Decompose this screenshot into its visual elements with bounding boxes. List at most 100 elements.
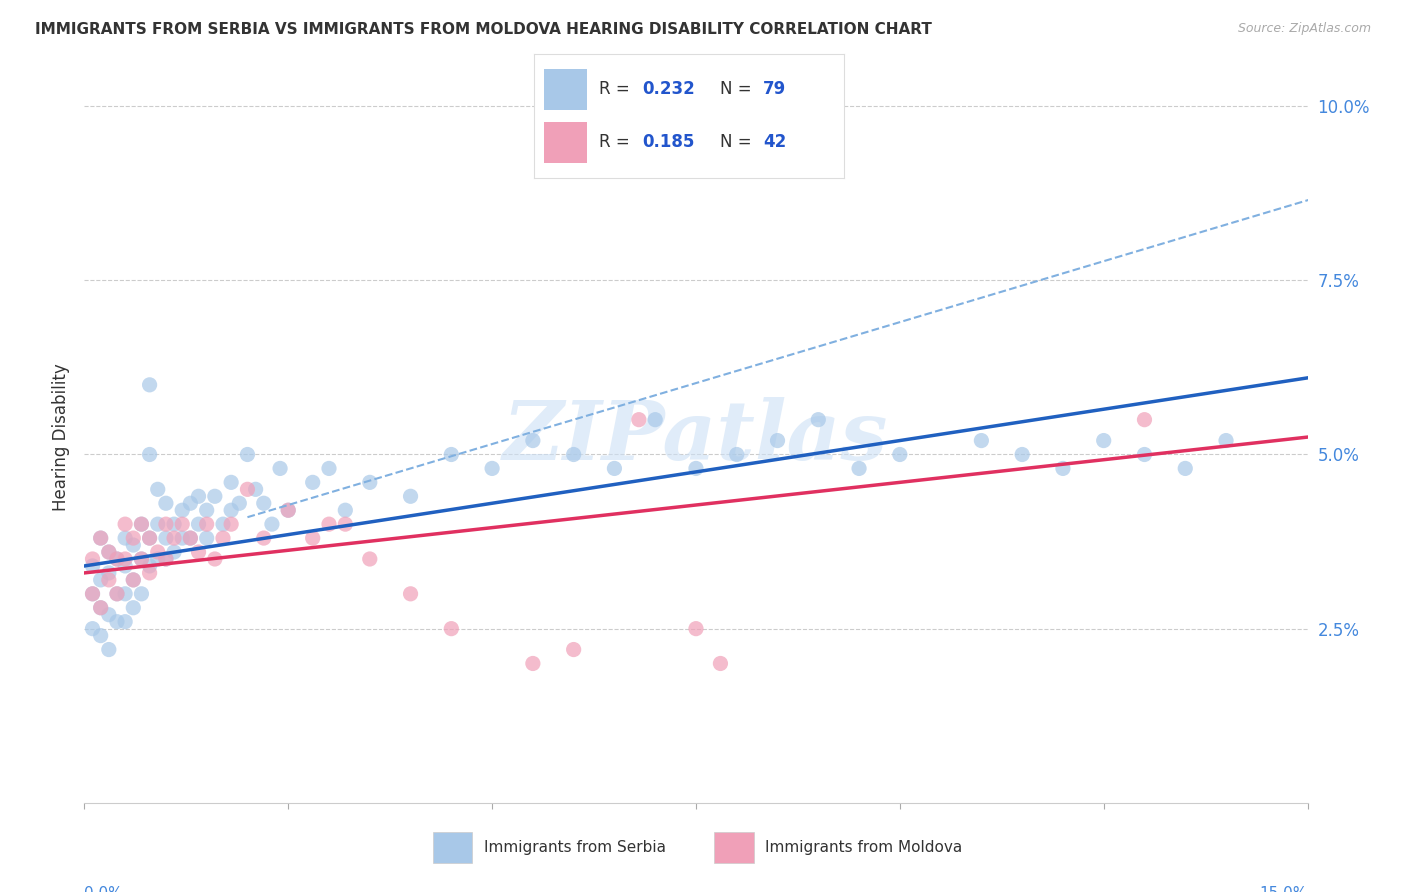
Point (204, 552, 226, 566)
Point (90, 531, 112, 545)
Point (522, 657, 544, 671)
Text: Immigrants from Moldova: Immigrants from Moldova (765, 840, 962, 855)
Point (260, 517, 283, 532)
Point (277, 503, 299, 517)
Point (122, 538, 145, 552)
Point (122, 573, 145, 587)
Point (163, 545, 186, 559)
Point (82, 622, 104, 636)
Point (138, 448, 160, 462)
Text: 0.0%: 0.0% (84, 887, 124, 892)
Point (212, 531, 235, 545)
Point (318, 517, 340, 532)
Point (90, 629, 112, 643)
Bar (544, 122, 586, 162)
Point (1133, 448, 1156, 462)
Point (105, 587, 128, 601)
Point (195, 531, 218, 545)
Point (146, 517, 169, 532)
Point (253, 496, 276, 510)
Point (146, 545, 169, 559)
Point (562, 642, 585, 657)
Text: Immigrants from Serbia: Immigrants from Serbia (484, 840, 665, 855)
Point (1092, 434, 1115, 448)
Point (114, 615, 136, 629)
Point (82, 587, 104, 601)
Point (155, 531, 177, 545)
Point (172, 503, 194, 517)
Point (146, 552, 169, 566)
Point (138, 558, 160, 573)
Point (138, 531, 160, 545)
Point (114, 552, 136, 566)
Point (335, 517, 357, 532)
Point (122, 573, 145, 587)
Point (236, 448, 259, 462)
Point (187, 545, 209, 559)
Point (90, 573, 112, 587)
Text: N =: N = (720, 134, 756, 152)
Point (301, 475, 323, 490)
Point (359, 475, 381, 490)
Bar (544, 70, 586, 110)
Point (114, 517, 136, 532)
Point (97, 545, 120, 559)
Point (82, 552, 104, 566)
Bar (433, 831, 472, 863)
Point (195, 517, 218, 532)
Text: IMMIGRANTS FROM SERBIA VS IMMIGRANTS FROM MOLDOVA HEARING DISABILITY CORRELATION: IMMIGRANTS FROM SERBIA VS IMMIGRANTS FRO… (35, 22, 932, 37)
Point (97, 545, 120, 559)
Text: N =: N = (720, 80, 756, 98)
Point (277, 503, 299, 517)
Point (179, 531, 201, 545)
Point (318, 461, 340, 475)
Point (90, 600, 112, 615)
Text: 15.0%: 15.0% (1260, 887, 1308, 892)
Point (131, 517, 153, 532)
Point (219, 517, 242, 532)
Point (195, 503, 218, 517)
Point (212, 517, 235, 532)
Text: Source: ZipAtlas.com: Source: ZipAtlas.com (1237, 22, 1371, 36)
Point (440, 448, 463, 462)
Point (172, 531, 194, 545)
Point (163, 517, 186, 532)
Point (131, 517, 153, 532)
Point (644, 412, 666, 426)
Point (138, 566, 160, 580)
Point (187, 517, 209, 532)
Point (155, 552, 177, 566)
Point (131, 552, 153, 566)
Point (97, 566, 120, 580)
Point (179, 531, 201, 545)
Point (725, 448, 748, 462)
Point (131, 552, 153, 566)
Point (219, 475, 242, 490)
Point (562, 448, 585, 462)
Point (970, 434, 993, 448)
Point (1174, 461, 1197, 475)
Point (163, 531, 186, 545)
Point (114, 531, 136, 545)
Point (179, 496, 201, 510)
Point (245, 483, 267, 497)
Point (228, 496, 250, 510)
Point (155, 517, 177, 532)
Point (204, 489, 226, 503)
Point (105, 587, 128, 601)
Point (1215, 434, 1237, 448)
Point (114, 558, 136, 573)
Point (131, 587, 153, 601)
Point (122, 531, 145, 545)
Point (335, 503, 357, 517)
Point (105, 552, 128, 566)
Point (253, 531, 276, 545)
Point (105, 615, 128, 629)
Bar (714, 831, 754, 863)
Text: R =: R = (599, 80, 636, 98)
Point (219, 503, 242, 517)
Point (90, 531, 112, 545)
Point (155, 496, 177, 510)
Point (709, 657, 731, 671)
Point (114, 587, 136, 601)
